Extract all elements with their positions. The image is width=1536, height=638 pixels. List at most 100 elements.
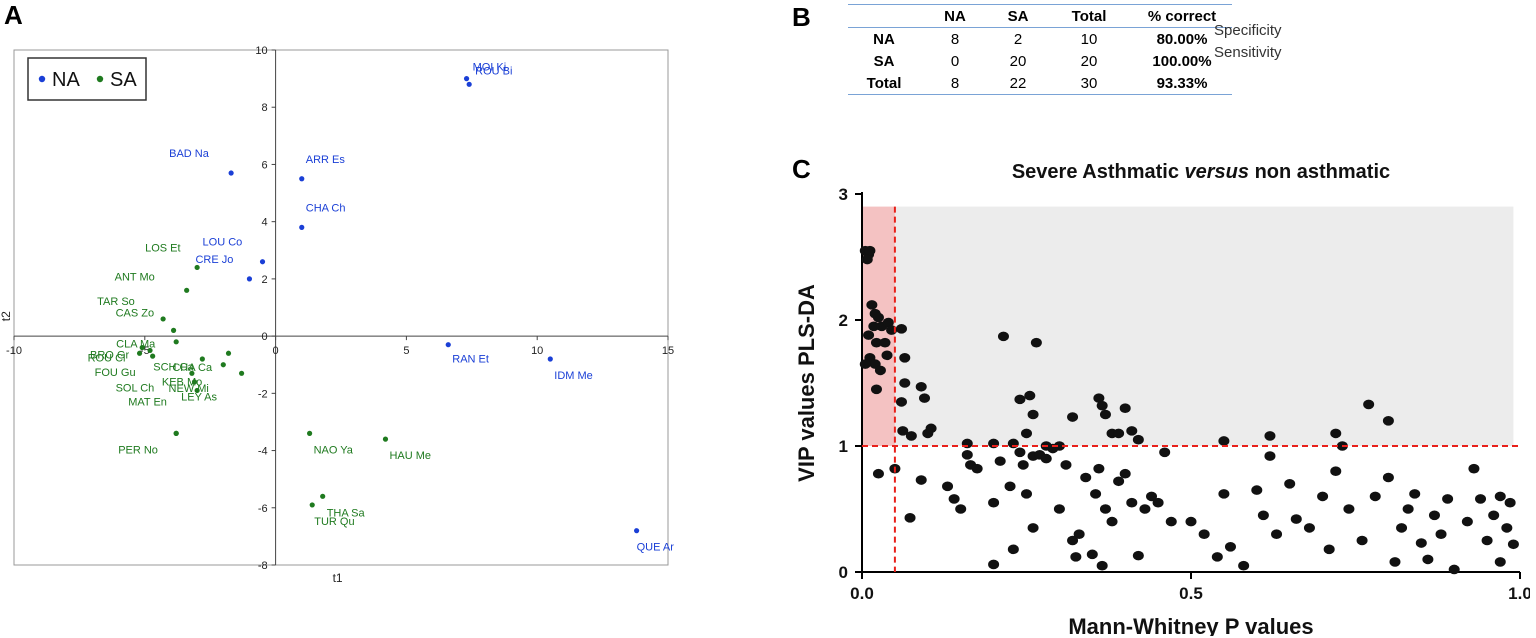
y-tick-label: 2 xyxy=(261,274,267,286)
legend-marker-na xyxy=(38,75,46,83)
vip-data-point xyxy=(1475,494,1487,504)
vip-data-point xyxy=(1264,431,1276,441)
row-label: Total xyxy=(866,74,902,92)
table-header-blank xyxy=(848,5,920,28)
vip-data-point xyxy=(948,494,960,504)
vip-data-point xyxy=(899,378,911,388)
sensitivity-note: Sensitivity xyxy=(1214,44,1282,61)
table-row: Total 8 22 30 93.33% xyxy=(848,72,1232,95)
vip-data-point xyxy=(1218,436,1230,446)
data-point-sa xyxy=(194,387,200,394)
vip-data-point xyxy=(925,423,937,434)
data-point-na xyxy=(466,81,472,87)
cell-na: 0 xyxy=(950,52,960,70)
vip-data-point xyxy=(1218,489,1230,499)
vip-data-point xyxy=(1030,337,1042,348)
table-header-na: NA xyxy=(944,7,966,25)
x-axis-title: t1 xyxy=(333,571,343,585)
vip-data-point xyxy=(1073,529,1085,539)
y-tick-label: 8 xyxy=(261,102,267,114)
data-point-sa xyxy=(307,430,313,436)
table-row: NA 8 2 10 80.00% xyxy=(848,28,1232,51)
vip-data-point xyxy=(1507,539,1519,550)
vip-data-point xyxy=(1330,428,1342,439)
vip-data-point xyxy=(1382,472,1394,483)
vip-data-point xyxy=(866,300,878,310)
vip-data-point xyxy=(1409,489,1421,499)
cell-sa: 2 xyxy=(1013,30,1023,48)
vip-data-point xyxy=(882,317,894,328)
vip-data-point xyxy=(1303,523,1315,533)
vip-data-point xyxy=(1363,399,1375,410)
point-label: LOS Et xyxy=(145,242,180,254)
vip-data-point xyxy=(1442,494,1454,504)
vip-data-point xyxy=(859,359,871,369)
x-tick-label: 0.5 xyxy=(1179,584,1203,603)
legend-label-na: NA xyxy=(52,69,80,91)
vip-data-point xyxy=(1251,485,1263,495)
vip-data-point xyxy=(1004,481,1016,492)
region-vip-only xyxy=(894,206,1514,446)
vip-data-point xyxy=(1415,538,1427,548)
vip-data-point xyxy=(1501,523,1513,533)
vip-data-point xyxy=(1159,447,1171,458)
vip-data-point xyxy=(1060,460,1072,470)
vip-data-point xyxy=(872,312,884,323)
table-header-pct: % correct xyxy=(1147,7,1217,25)
vip-data-point xyxy=(1284,479,1296,489)
vip-data-point xyxy=(1396,523,1408,533)
vip-data-point xyxy=(881,350,893,361)
title-part: non asthmatic xyxy=(1249,161,1390,183)
vip-data-point xyxy=(1096,560,1108,571)
classification-table: NA SA Total % correct NA 8 2 10 80.00% S… xyxy=(848,4,1232,95)
point-label: TUR Qu xyxy=(314,516,354,528)
y-tick-label: 3 xyxy=(839,185,848,204)
vip-data-point xyxy=(1448,564,1460,575)
vip-data-point xyxy=(1428,510,1440,521)
vip-data-point xyxy=(919,393,931,403)
point-label: NAO Ya xyxy=(314,444,354,456)
data-point-sa xyxy=(238,370,245,376)
vip-data-point xyxy=(942,481,954,492)
vip-data-point xyxy=(1317,491,1329,502)
legend-label-sa: SA xyxy=(110,69,137,91)
title-part: Severe Asthmatic xyxy=(1012,161,1185,183)
data-point-sa xyxy=(191,379,198,385)
legend-marker-sa xyxy=(96,75,104,83)
point-label: CAS Zo xyxy=(116,307,155,319)
data-point-na xyxy=(228,170,234,176)
cell-sa: 22 xyxy=(1009,74,1027,92)
vip-data-point xyxy=(1323,544,1335,555)
vip-data-point xyxy=(1027,523,1039,533)
y-tick-label: -6 xyxy=(258,503,268,515)
vip-data-point xyxy=(915,475,927,485)
vip-data-point xyxy=(1198,529,1210,539)
point-label: KEB Mo xyxy=(162,376,202,388)
vip-data-point xyxy=(1007,544,1019,555)
vip-data-point xyxy=(1504,497,1516,508)
vip-data-point xyxy=(1040,453,1052,464)
vip-data-point xyxy=(861,254,873,265)
vip-data-point xyxy=(1070,552,1082,562)
vip-data-point xyxy=(1113,428,1125,439)
vip-data-point xyxy=(1494,557,1506,567)
vip-data-point xyxy=(1152,497,1164,508)
vip-data-point xyxy=(1014,394,1026,405)
data-point-sa xyxy=(139,344,145,351)
data-point-sa xyxy=(194,264,200,271)
data-point-sa xyxy=(184,287,190,293)
chart-title: Severe Asthmatic versus non asthmatic xyxy=(1012,161,1390,183)
vip-data-point xyxy=(1113,476,1125,487)
x-tick-label: 15 xyxy=(662,345,674,357)
point-label: SOL Ch xyxy=(116,382,155,394)
vip-data-point xyxy=(1290,514,1302,524)
vip-data-point xyxy=(1027,409,1039,420)
row-label: SA xyxy=(873,52,895,70)
vip-data-point xyxy=(905,431,917,441)
point-label: LEY As xyxy=(181,391,217,403)
point-label: ARR Es xyxy=(306,154,346,166)
point-label: THA Sa xyxy=(327,507,366,519)
title-part: versus xyxy=(1185,161,1250,183)
data-point-sa xyxy=(136,350,143,356)
panel-label-c: C xyxy=(792,154,811,184)
